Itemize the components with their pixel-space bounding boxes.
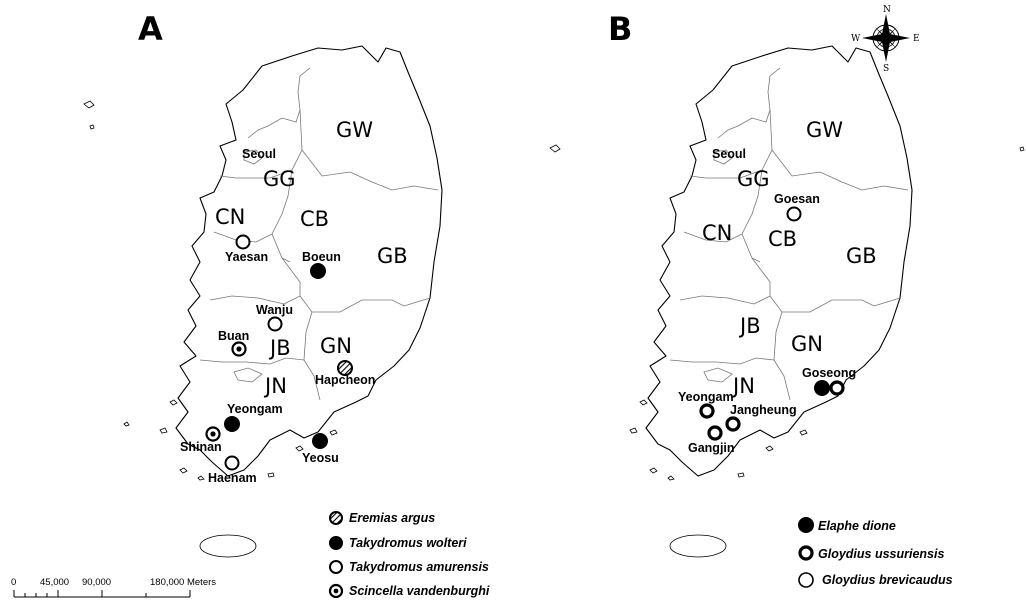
site-label-yeongam: Yeongam <box>678 390 734 404</box>
site-label-seoul: Seoul <box>242 147 276 161</box>
site-label-yeongam: Yeongam <box>227 402 283 416</box>
province-label-gw: GW <box>336 118 373 142</box>
site-marker-yaesan <box>235 234 251 250</box>
site-marker-boeun <box>310 263 326 279</box>
scale-tick-0: 0 <box>11 577 16 588</box>
panel-a-letter: A <box>138 10 163 48</box>
panel-b-site-markers <box>699 206 845 441</box>
scale-tick-90000: 90,000 <box>82 577 111 588</box>
scale-bar: 0 45,000 90,000 180,000 Meters <box>11 577 216 598</box>
legend-label-eremias-argus: Eremias argus <box>349 511 435 525</box>
legend-label-takydromus-amurensis: Takydromus amurensis <box>349 560 489 574</box>
province-label-jb: JB <box>738 314 761 338</box>
site-marker-gangjin <box>707 425 723 441</box>
site-label-hapcheon: Hapcheon <box>315 373 375 387</box>
site-label-goseong: Goseong <box>802 366 856 380</box>
panel-a: A GW <box>11 10 490 599</box>
panel-b-site-labels: Seoul Goesan Goseong Yeongam Jangheung G… <box>678 147 856 455</box>
compass-s: S <box>883 64 889 74</box>
legend-label-gloydius-brevicaudus: Gloydius brevicaudus <box>822 573 953 587</box>
province-label-gn: GN <box>320 334 352 358</box>
site-marker-jangheung <box>725 416 741 432</box>
jeju-island <box>669 534 727 558</box>
site-marker-shinan <box>205 426 221 442</box>
province-label-gb: GB <box>846 244 877 268</box>
site-marker-goseong-elaphe <box>814 380 830 396</box>
legend-label-takydromus-wolteri: Takydromus wolteri <box>349 536 467 550</box>
site-label-yaesan: Yaesan <box>225 250 268 264</box>
panel-b-map <box>549 45 1025 558</box>
legend-symbol-open <box>798 572 814 588</box>
site-label-jangheung: Jangheung <box>730 403 797 417</box>
province-label-gg: GG <box>263 167 296 191</box>
site-label-boeun: Boeun <box>302 250 341 264</box>
site-label-yeosu: Yeosu <box>302 451 339 465</box>
site-label-haenam: Haenam <box>208 471 257 485</box>
site-marker-haenam <box>224 455 240 471</box>
province-label-jn: JN <box>731 374 755 398</box>
legend-label-scincella-vandenburghi: Scincella vandenburghi <box>349 584 490 598</box>
panel-b-province-labels: GW GG CN CB GB JB GN JN <box>702 118 877 398</box>
site-marker-wanju <box>267 316 283 332</box>
province-label-cn: CN <box>215 205 245 229</box>
scale-tick-45000: 45,000 <box>40 577 69 588</box>
panel-a-legend: Eremias argus Takydromus wolteri Takydro… <box>328 511 490 599</box>
site-label-gangjin: Gangjin <box>688 441 735 455</box>
site-marker-goesan <box>786 206 802 222</box>
legend-symbol-open <box>329 560 343 574</box>
korea-mainland-outline <box>175 45 443 477</box>
compass-n: N <box>883 5 891 15</box>
province-label-cb: CB <box>300 207 329 231</box>
compass-rose-icon: N S E W <box>851 5 920 74</box>
korea-mainland-outline <box>645 45 913 477</box>
site-marker-yeongam <box>224 416 240 432</box>
site-marker-buan <box>231 341 247 357</box>
site-label-seoul: Seoul <box>712 147 746 161</box>
compass-e: E <box>913 34 920 44</box>
legend-symbol-filled <box>798 517 814 533</box>
province-label-jn: JN <box>263 374 287 398</box>
legend-label-elaphe-dione: Elaphe dione <box>818 519 896 533</box>
legend-symbol-hatched <box>329 511 343 525</box>
site-marker-goseong-gloydius <box>829 380 845 396</box>
site-marker-yeosu <box>312 433 328 449</box>
site-label-wanju: Wanju <box>256 303 293 317</box>
site-label-buan: Buan <box>218 329 249 343</box>
site-label-shinan: Shinan <box>180 440 222 454</box>
compass-w: W <box>851 34 861 44</box>
legend-label-gloydius-ussuriensis: Gloydius ussuriensis <box>818 547 944 561</box>
province-label-gg: GG <box>737 167 770 191</box>
panel-a-province-labels: GW GG CN CB GB JB GN JN <box>215 118 408 398</box>
province-label-gw: GW <box>806 118 843 142</box>
site-marker-hapcheon <box>337 360 353 376</box>
site-marker-yeongam <box>699 403 715 419</box>
jeju-island <box>199 534 257 558</box>
province-label-cb: CB <box>768 227 797 251</box>
legend-symbol-dot-ring <box>328 583 344 599</box>
panel-a-map <box>83 45 443 558</box>
province-label-cn: CN <box>702 221 732 245</box>
site-label-goesan: Goesan <box>774 192 820 206</box>
legend-symbol-thick-ring <box>798 545 814 561</box>
legend-symbol-filled <box>329 536 343 550</box>
panel-a-site-markers <box>205 234 353 471</box>
panel-b-legend: Elaphe dione Gloydius ussuriensis Gloydi… <box>798 517 953 588</box>
province-label-jb: JB <box>268 336 291 360</box>
panel-b-letter: B <box>608 10 632 48</box>
panel-b: B N S E W <box>549 5 1025 588</box>
scale-tick-180000: 180,000 Meters <box>150 577 216 588</box>
province-label-gb: GB <box>377 244 408 268</box>
province-label-gn: GN <box>791 332 823 356</box>
panel-a-site-labels: Seoul Yaesan Boeun Wanju Buan Hapcheon Y… <box>180 147 375 485</box>
